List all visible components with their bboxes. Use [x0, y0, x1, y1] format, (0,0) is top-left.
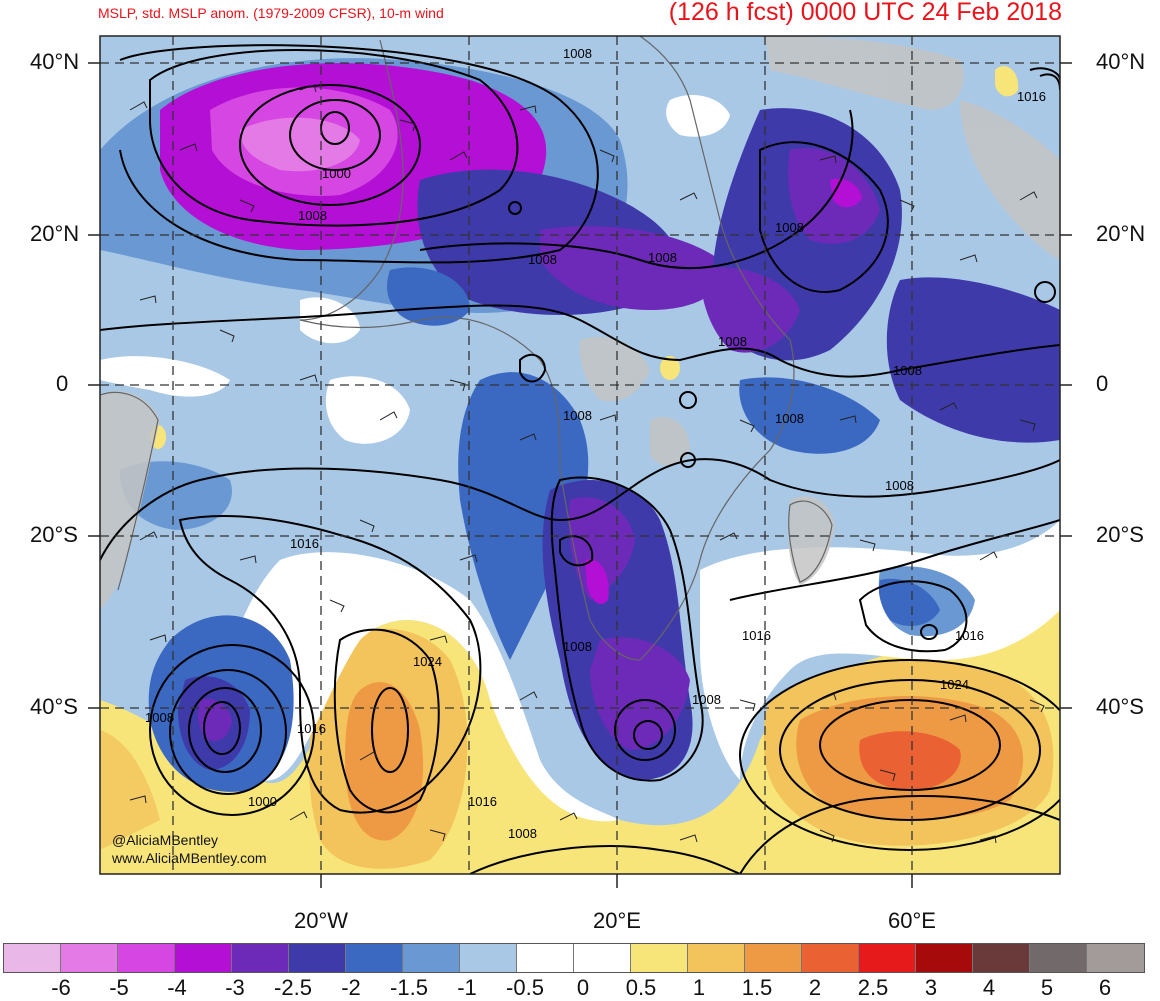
isobar-label: 1008 [775, 411, 804, 426]
colorbar-tick-label: -6 [51, 975, 71, 1000]
colorbar-swatch [1087, 944, 1144, 972]
isobar-label: 1008 [718, 334, 747, 349]
colorbar-swatch [1030, 944, 1087, 972]
colorbar-swatch [745, 944, 802, 972]
colorbar-tick-label: -3 [225, 975, 245, 1000]
isobar-label: 1016 [297, 721, 326, 736]
isobar-label: 1008 [563, 408, 592, 423]
lat-label-40n-right: 40°N [1096, 49, 1146, 74]
isobar-labels: 1008 1016 1000 1008 1008 1008 1008 1008 … [145, 46, 1046, 841]
graticule [100, 36, 1060, 874]
isobar-label: 1016 [468, 794, 497, 809]
isobar-label: 1008 [298, 208, 327, 223]
chart-title-right: (126 h fcst) 0000 UTC 24 Feb 2018 [668, 0, 1062, 26]
lat-label-40n-left: 40°N [30, 49, 80, 74]
colorbar-tick-label: -1 [457, 975, 477, 1000]
colorbar-swatch [460, 944, 517, 972]
neutral-anomaly-shading [100, 95, 1060, 822]
colorbar-swatch [574, 944, 631, 972]
land-areas [100, 36, 1060, 610]
colorbar-swatch [61, 944, 118, 972]
isobar-label: 1008 [885, 478, 914, 493]
coastlines [100, 36, 833, 661]
lon-label-20w: 20°W [293, 908, 349, 933]
isobar-label: 1000 [322, 166, 351, 181]
colorbar-swatch [859, 944, 916, 972]
lon-label-20e: 20°E [593, 908, 641, 933]
isobar-label: 1016 [290, 536, 319, 551]
lat-label-20s-left: 20°S [30, 522, 78, 547]
colorbar-tick-label: 4 [982, 975, 996, 1000]
colorbar-swatch [916, 944, 973, 972]
colorbar-tick-label: -1.5 [390, 975, 428, 1000]
colorbar-swatch [232, 944, 289, 972]
colorbar-tick-label: 0 [576, 975, 590, 1000]
isobar-label: 1024 [940, 677, 969, 692]
colorbar-tick-label: 3 [924, 975, 938, 1000]
colorbar-tick-label: 2 [808, 975, 822, 1000]
isobar-label: 1016 [742, 628, 771, 643]
colorbar-swatch [175, 944, 232, 972]
isobar-label: 1008 [563, 639, 592, 654]
isobar-label: 1008 [648, 250, 677, 265]
colorbar-tick-label: -4 [167, 975, 187, 1000]
isobar-label: 1008 [775, 220, 804, 235]
colorbar-tick-label: -2 [341, 975, 361, 1000]
colorbar-tick-label: -5 [109, 975, 129, 1000]
colorbar-tick-label: 1 [692, 975, 706, 1000]
colorbar-swatch [118, 944, 175, 972]
colorbar-tick-label: 6 [1098, 975, 1112, 1000]
colorbar-tick-label: 1.5 [741, 975, 773, 1000]
isobar-label: 1008 [508, 826, 537, 841]
colorbar-swatch [631, 944, 688, 972]
colorbar-tick-label: 5 [1040, 975, 1054, 1000]
colorbar-swatch [802, 944, 859, 972]
lat-label-20n-left: 20°N [30, 221, 80, 246]
colorbar-swatch [517, 944, 574, 972]
colorbar-tick-label: 0.5 [625, 975, 657, 1000]
credit-handle: @AliciaMBentley [112, 832, 219, 848]
lat-label-20n-right: 20°N [1096, 221, 1146, 246]
map-frame [99, 35, 1061, 875]
isobar-label: 1008 [528, 252, 557, 267]
isobar-label: 1008 [145, 710, 174, 725]
colorbar-swatch [289, 944, 346, 972]
chart-title-left: MSLP, std. MSLP anom. (1979-2009 CFSR), … [98, 5, 444, 21]
colorbar-swatch [688, 944, 745, 972]
credit-website: www.AliciaMBentley.com [112, 850, 267, 866]
lat-label-40s-right: 40°S [1096, 694, 1144, 719]
colorbar-swatch [973, 944, 1030, 972]
colorbar-tick-label: 2.5 [857, 975, 889, 1000]
isobar-label: 1024 [413, 654, 442, 669]
lat-label-20s-right: 20°S [1096, 522, 1144, 547]
isobar-label: 1000 [248, 794, 277, 809]
mslp-isobars [100, 44, 1060, 874]
lon-label-60e: 60°E [888, 908, 936, 933]
colorbar-swatch [346, 944, 403, 972]
colorbar-swatch [4, 944, 61, 972]
colorbar-tick-label: -0.5 [506, 975, 544, 1000]
lat-label-eq-right: 0 [1096, 371, 1109, 396]
isobar-label: 1008 [692, 692, 721, 707]
isobar-label: 1016 [955, 628, 984, 643]
axis-ticks [88, 62, 1072, 888]
colorbar-tick-label: -2.5 [274, 975, 312, 1000]
colorbar [3, 943, 1145, 973]
isobar-label: 1008 [563, 46, 592, 61]
wind-barbs [129, 84, 1045, 844]
lat-label-40s-left: 40°S [30, 694, 78, 719]
positive-anomaly-shading [100, 66, 1060, 874]
isobar-label: 1008 [893, 363, 922, 378]
isobar-label: 1016 [1017, 89, 1046, 104]
colorbar-swatch [403, 944, 460, 972]
lat-label-eq-left: 0 [56, 371, 69, 396]
